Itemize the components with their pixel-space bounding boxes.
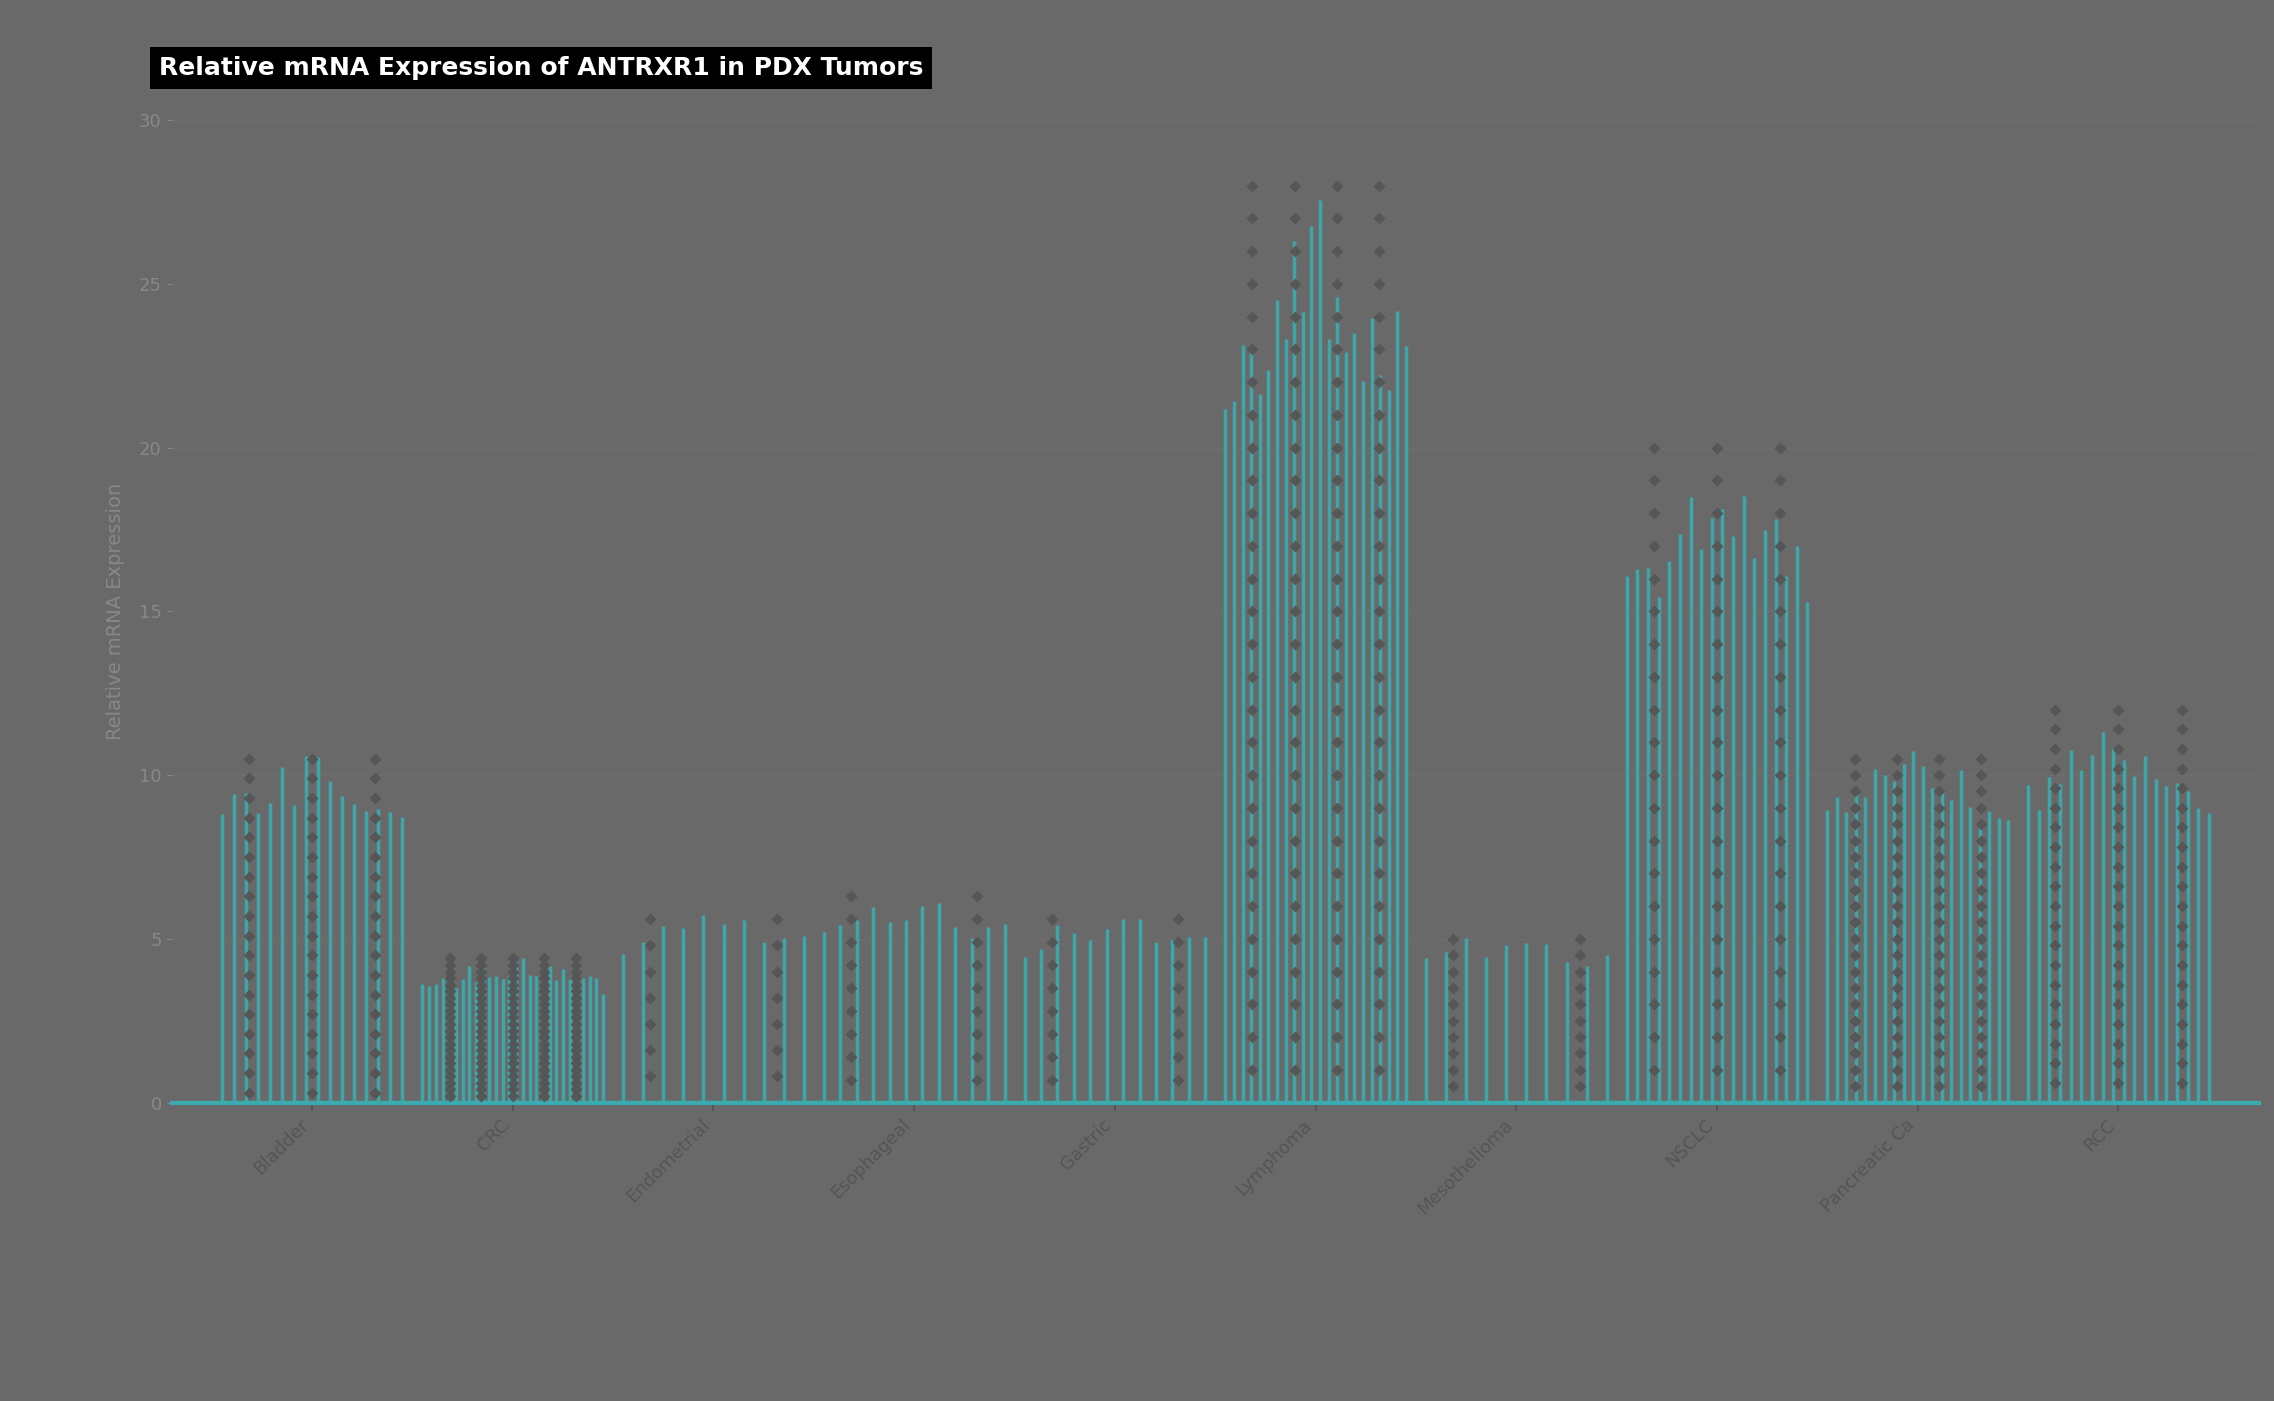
Y-axis label: Relative mRNA Expression: Relative mRNA Expression: [107, 483, 125, 740]
Text: Relative mRNA Expression of ANTRXR1 in PDX Tumors: Relative mRNA Expression of ANTRXR1 in P…: [159, 56, 923, 80]
